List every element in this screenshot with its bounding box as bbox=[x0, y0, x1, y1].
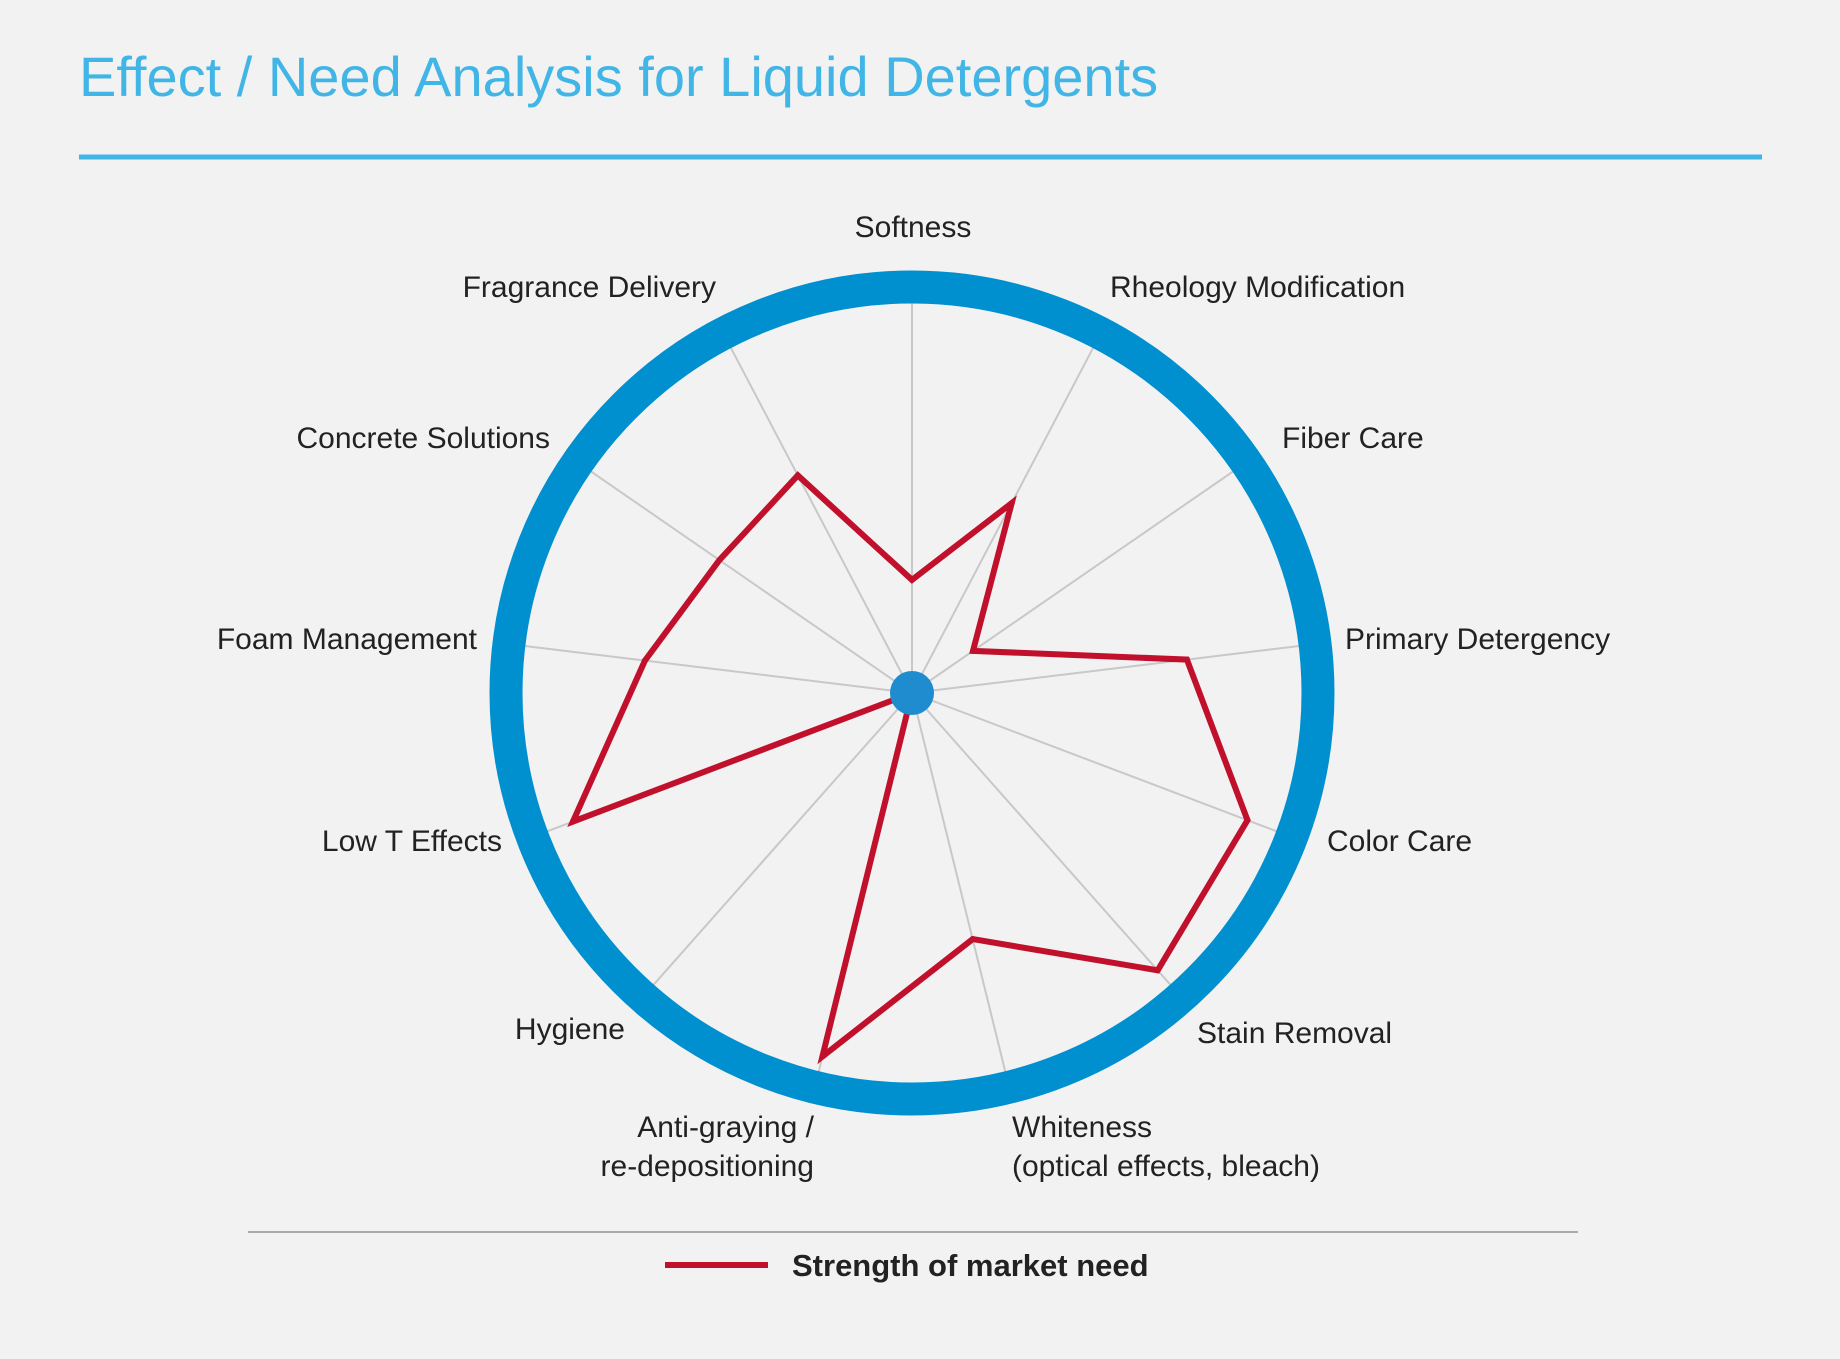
data-point-fiber-care bbox=[970, 647, 976, 654]
spoke-rheology-modification bbox=[911, 347, 1095, 694]
spoke-stain-removal bbox=[911, 692, 1172, 986]
axis-label-anti-graying: Anti-graying / re-depositioning bbox=[601, 1111, 815, 1183]
radar-outer-ring bbox=[489, 270, 1335, 1116]
data-point-primary-detergency bbox=[1183, 656, 1190, 663]
axis-label-color-care: Color Care bbox=[1327, 825, 1472, 858]
data-point-color-care bbox=[1244, 817, 1251, 824]
data-point-fragrance-delivery bbox=[794, 472, 801, 479]
spoke-primary-detergency bbox=[911, 645, 1300, 694]
axis-labels: Softness Rheology Modification Fiber Care P… bbox=[217, 211, 1610, 1183]
axis-label-low-t-effects: Low T Effects bbox=[322, 825, 502, 858]
axis-label-fiber-care: Fiber Care bbox=[1282, 422, 1424, 455]
axis-label-whiteness: Whiteness (optical effects, bleach) bbox=[1012, 1111, 1320, 1183]
axis-label-fragrance-delivery: Fragrance Delivery bbox=[463, 271, 716, 304]
data-point-anti-graying bbox=[819, 1053, 826, 1060]
axis-label-softness: Softness bbox=[855, 211, 972, 244]
data-point-softness bbox=[909, 576, 915, 583]
axis-label-primary-detergency: Primary Detergency bbox=[1345, 623, 1610, 656]
spoke-fiber-care bbox=[911, 470, 1234, 694]
data-point-rheology-modification bbox=[1008, 500, 1015, 507]
axis-label-stain-removal: Stain Removal bbox=[1197, 1017, 1392, 1050]
axis-label-rheology-modification: Rheology Modification bbox=[1110, 271, 1405, 304]
chart-title: Effect / Need Analysis for Liquid Deterg… bbox=[79, 45, 1158, 108]
spoke-color-care bbox=[911, 692, 1278, 833]
data-point-whiteness bbox=[969, 936, 976, 943]
axis-label-concrete-solutions: Concrete Solutions bbox=[297, 422, 550, 455]
spoke-concrete-solutions bbox=[590, 470, 913, 694]
legend-label: Strength of market need bbox=[792, 1248, 1149, 1283]
spoke-hygiene bbox=[652, 692, 913, 986]
data-point-low-t-effects bbox=[569, 818, 576, 825]
spoke-whiteness bbox=[911, 692, 1007, 1072]
axis-label-hygiene: Hygiene bbox=[515, 1013, 625, 1046]
data-point-concrete-solutions bbox=[716, 557, 723, 564]
series-strength-of-market-need bbox=[567, 471, 1251, 1065]
radar-center-dot bbox=[890, 671, 934, 715]
data-point-foam-management bbox=[641, 657, 648, 664]
spoke-foam-management bbox=[524, 645, 913, 694]
spoke-fragrance-delivery bbox=[729, 347, 913, 694]
axis-label-foam-management: Foam Management bbox=[217, 623, 478, 656]
data-point-stain-removal bbox=[1154, 967, 1161, 974]
